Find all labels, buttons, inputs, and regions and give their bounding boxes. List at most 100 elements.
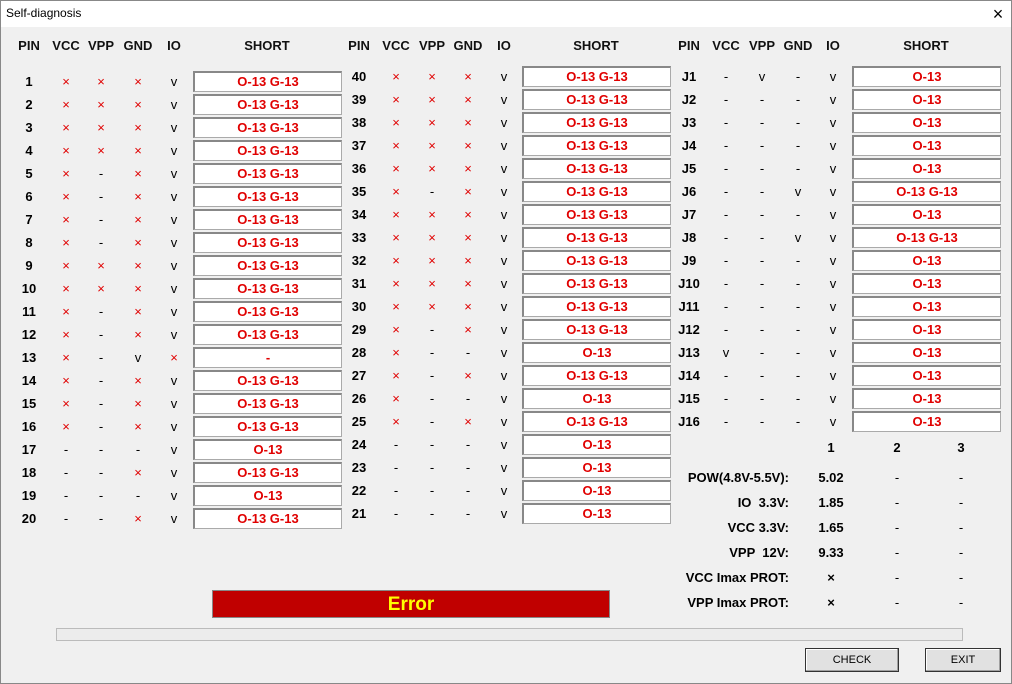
short-field: O-13 G-13	[522, 250, 671, 271]
pin-status: 19	[21, 488, 37, 503]
gnd-status: -	[135, 488, 141, 503]
short-field: O-13 G-13	[522, 66, 671, 87]
power-col-header: 2	[893, 440, 901, 455]
pin-status: J12	[678, 322, 700, 337]
short-field: O-13	[522, 388, 671, 409]
header-gnd: GND	[453, 38, 483, 53]
vpp-status: -	[759, 230, 765, 245]
short-field: O-13 G-13	[193, 370, 342, 391]
short-field: O-13	[852, 66, 1001, 87]
pin-status: 16	[21, 419, 37, 434]
vpp-status: -	[429, 483, 435, 498]
io-status: v	[170, 258, 178, 273]
vpp-status: -	[759, 391, 765, 406]
header-short: SHORT	[573, 38, 619, 53]
pin-status: 8	[25, 235, 33, 250]
vpp-status: -	[429, 368, 435, 383]
gnd-status: -	[795, 115, 801, 130]
check-button[interactable]: CHECK	[805, 648, 899, 672]
io-status: v	[170, 396, 178, 411]
io-status: v	[170, 442, 178, 457]
power-value: -	[894, 520, 900, 535]
vpp-status: -	[429, 322, 435, 337]
gnd-status: ×	[134, 304, 142, 319]
io-status: v	[170, 304, 178, 319]
power-value: -	[894, 545, 900, 560]
io-status: v	[170, 189, 178, 204]
gnd-status: ×	[134, 97, 142, 112]
vpp-status: ×	[428, 207, 436, 222]
power-value: -	[958, 470, 964, 485]
header-io: IO	[497, 38, 511, 53]
gnd-status: ×	[464, 414, 472, 429]
vpp-status: ×	[428, 115, 436, 130]
vpp-status: -	[759, 368, 765, 383]
pin-status: 1	[25, 74, 33, 89]
short-field: O-13	[852, 112, 1001, 133]
pin-status: J14	[678, 368, 700, 383]
gnd-status: ×	[464, 115, 472, 130]
io-status: v	[829, 276, 837, 291]
short-field: O-13 G-13	[193, 163, 342, 184]
header-short: SHORT	[244, 38, 290, 53]
io-status: v	[500, 184, 508, 199]
power-row-label: VPP 12V:	[729, 545, 789, 560]
gnd-status: -	[465, 460, 471, 475]
gnd-status: ×	[134, 281, 142, 296]
vcc-status: ×	[62, 74, 70, 89]
pin-status: 3	[25, 120, 33, 135]
gnd-status: ×	[134, 373, 142, 388]
vpp-status: -	[759, 184, 765, 199]
header-vcc: VCC	[712, 38, 740, 53]
vpp-status: ×	[428, 138, 436, 153]
io-status: v	[829, 115, 837, 130]
vcc-status: -	[723, 184, 729, 199]
power-value: -	[958, 595, 964, 610]
pin-status: 5	[25, 166, 33, 181]
vcc-status: ×	[392, 322, 400, 337]
io-status: v	[170, 120, 178, 135]
short-field: O-13	[852, 388, 1001, 409]
io-status: v	[500, 92, 508, 107]
pin-status: J4	[681, 138, 697, 153]
status-banner: Error	[212, 590, 610, 618]
pin-status: 28	[351, 345, 367, 360]
vcc-status: -	[393, 460, 399, 475]
pin-status: 31	[351, 276, 367, 291]
vpp-status: ×	[428, 161, 436, 176]
gnd-status: -	[795, 161, 801, 176]
vcc-status: ×	[62, 327, 70, 342]
vpp-status: -	[759, 322, 765, 337]
progress-bar	[56, 628, 963, 641]
pin-status: 22	[351, 483, 367, 498]
vcc-status: ×	[392, 299, 400, 314]
gnd-status: ×	[464, 322, 472, 337]
pin-status: 24	[351, 437, 367, 452]
pin-status: 10	[21, 281, 37, 296]
io-status: v	[829, 368, 837, 383]
vcc-status: -	[393, 483, 399, 498]
gnd-status: ×	[134, 465, 142, 480]
gnd-status: v	[134, 350, 142, 365]
header-gnd: GND	[123, 38, 153, 53]
pin-status: 38	[351, 115, 367, 130]
header-io: IO	[826, 38, 840, 53]
io-status: v	[500, 207, 508, 222]
gnd-status: -	[795, 322, 801, 337]
vcc-status: ×	[392, 207, 400, 222]
io-status: v	[170, 373, 178, 388]
io-status: v	[170, 97, 178, 112]
vcc-status: -	[723, 138, 729, 153]
short-field: O-13 G-13	[522, 135, 671, 156]
exit-button[interactable]: EXIT	[925, 648, 1001, 672]
io-status: v	[500, 138, 508, 153]
gnd-status: ×	[464, 230, 472, 245]
pin-status: J11	[678, 299, 700, 314]
gnd-status: v	[794, 184, 802, 199]
gnd-status: ×	[134, 235, 142, 250]
io-status: v	[500, 345, 508, 360]
io-status: v	[500, 483, 508, 498]
close-icon[interactable]: ×	[992, 4, 1004, 24]
gnd-status: ×	[464, 69, 472, 84]
vpp-status: -	[98, 235, 104, 250]
